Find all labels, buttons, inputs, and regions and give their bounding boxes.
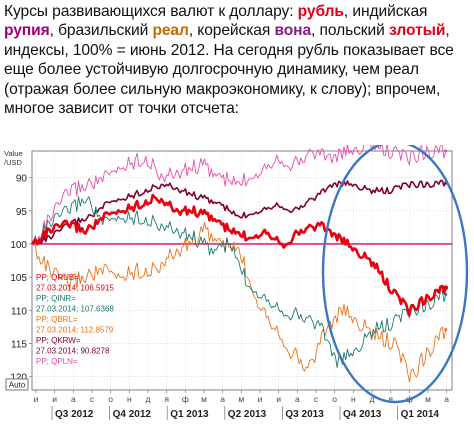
x-month-label: и xyxy=(258,394,263,404)
caption-part: , корейская xyxy=(188,22,275,40)
caption-krw: вона xyxy=(274,22,312,40)
series-line-brl xyxy=(31,222,447,383)
caption-part: , бразильский xyxy=(49,22,153,40)
x-month-label: ф xyxy=(182,394,189,404)
y-tick-label: 95 xyxy=(16,207,28,218)
auto-button-frame xyxy=(5,378,29,391)
x-quarter-label: Q4 2013 xyxy=(343,409,382,420)
legend-entry-title: PP; QINR= xyxy=(36,294,76,303)
legend-entry-value: 27.03.2014; 107.6368 xyxy=(36,305,114,314)
y-tick-label: 115 xyxy=(11,340,27,351)
x-month-label: д xyxy=(146,394,151,404)
y-tick-label: 110 xyxy=(11,306,27,317)
caption-part: , польский xyxy=(311,22,389,40)
x-month-label: м xyxy=(238,394,244,404)
x-month-label: а xyxy=(295,394,300,404)
x-month-label: я xyxy=(388,394,393,404)
x-month-label: д xyxy=(370,394,375,404)
x-month-label: и xyxy=(52,394,57,404)
x-month-label: а xyxy=(71,394,76,404)
caption-part: Курсы развивающихся валют к доллару: xyxy=(4,3,298,20)
y-axis-label: Value xyxy=(4,149,23,158)
caption-brl: реал xyxy=(152,22,189,40)
x-month-label: с xyxy=(314,394,319,404)
legend-entry-title: PP; QPLN= xyxy=(36,357,78,366)
x-month-label: и xyxy=(34,394,39,404)
y-tick-label: 105 xyxy=(10,273,27,284)
x-month-label: м xyxy=(201,394,207,404)
y-tick-label: 100 xyxy=(10,240,27,251)
x-month-label: н xyxy=(127,394,132,404)
legend-entry-title: PP; QBRL= xyxy=(36,315,78,324)
annotations xyxy=(321,145,469,404)
caption-inr: рупия xyxy=(4,22,50,40)
x-quarter-label: Q1 2014 xyxy=(401,409,440,420)
x-month-label: о xyxy=(108,394,113,404)
highlight-ellipse xyxy=(321,145,469,404)
caption-rub: рубль xyxy=(297,3,344,20)
caption-part: , индексы, 100% = июнь 2012. На сегодня … xyxy=(4,22,454,118)
x-quarter-label: Q4 2012 xyxy=(113,409,152,420)
y-axis-label: /USD xyxy=(4,158,23,167)
legend-entry-value: 27.03.2014; 112.8579 xyxy=(36,326,114,335)
x-month-label: а xyxy=(444,394,449,404)
chart-caption: Курсы развивающихся валют к доллару: руб… xyxy=(4,2,470,118)
x-month-label: я xyxy=(164,394,169,404)
x-quarter-label: Q3 2013 xyxy=(285,409,324,420)
y-axis: Value/USD 90 95 100 105 110 115 120 xyxy=(4,149,32,384)
legend-entry-value: 27.03.2014; 106.5915 xyxy=(36,284,114,293)
x-month-label: а xyxy=(220,394,225,404)
auto-label: Auto xyxy=(9,381,26,390)
caption-part: , индийская xyxy=(343,3,428,20)
currency-index-chart: Value/USD 90 95 100 105 110 115 120 и и а с о н д я ф м а… xyxy=(4,145,469,420)
series-lines xyxy=(31,145,452,383)
series-end-brl xyxy=(444,328,448,332)
x-month-label: о xyxy=(332,394,337,404)
x-axis: и и а с о н д я ф м а м и и а с о н д я ф м аQ3 2012 Q4 2012 Q1 … xyxy=(34,390,449,420)
series-line-krw xyxy=(31,179,447,246)
x-month-label: и xyxy=(276,394,281,404)
x-month-label: м xyxy=(425,394,431,404)
x-quarter-label: Q3 2012 xyxy=(55,409,94,420)
caption-pln: злотый xyxy=(388,22,446,40)
x-month-label: н xyxy=(351,394,356,404)
series-line-pln xyxy=(31,145,447,245)
x-quarter-label: Q2 2013 xyxy=(228,409,267,420)
legend-entry-title: PP; QKRW= xyxy=(36,336,81,345)
series-end-pln xyxy=(444,149,448,153)
legend-entry-title: PP; QRUB= xyxy=(36,273,79,282)
series-end-rub xyxy=(443,285,449,291)
x-month-label: с xyxy=(90,394,95,404)
y-tick-label: 120 xyxy=(10,373,27,384)
legend-entry-value: 27.03.2014; 90.8278 xyxy=(36,347,110,356)
y-tick-label: 90 xyxy=(16,174,28,185)
series-line-rub xyxy=(31,193,447,316)
x-quarter-label: Q1 2013 xyxy=(170,409,209,420)
